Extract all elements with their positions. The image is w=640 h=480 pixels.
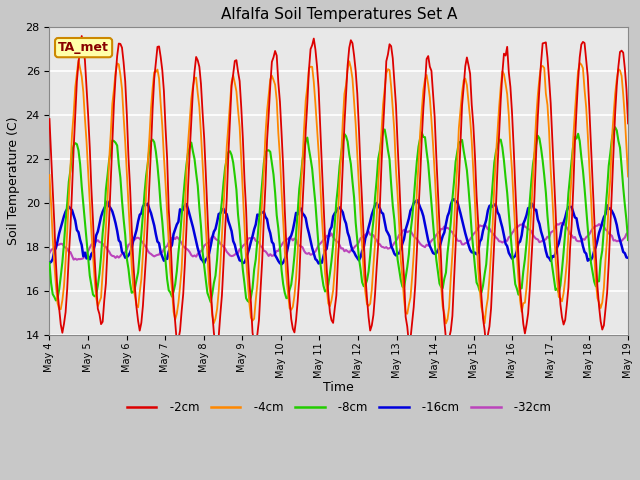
X-axis label: Time: Time: [323, 381, 354, 394]
Text: TA_met: TA_met: [58, 41, 109, 54]
Y-axis label: Soil Temperature (C): Soil Temperature (C): [7, 117, 20, 245]
Legend:  -2cm,  -4cm,  -8cm,  -16cm,  -32cm: -2cm, -4cm, -8cm, -16cm, -32cm: [122, 396, 556, 419]
Title: Alfalfa Soil Temperatures Set A: Alfalfa Soil Temperatures Set A: [221, 7, 457, 22]
